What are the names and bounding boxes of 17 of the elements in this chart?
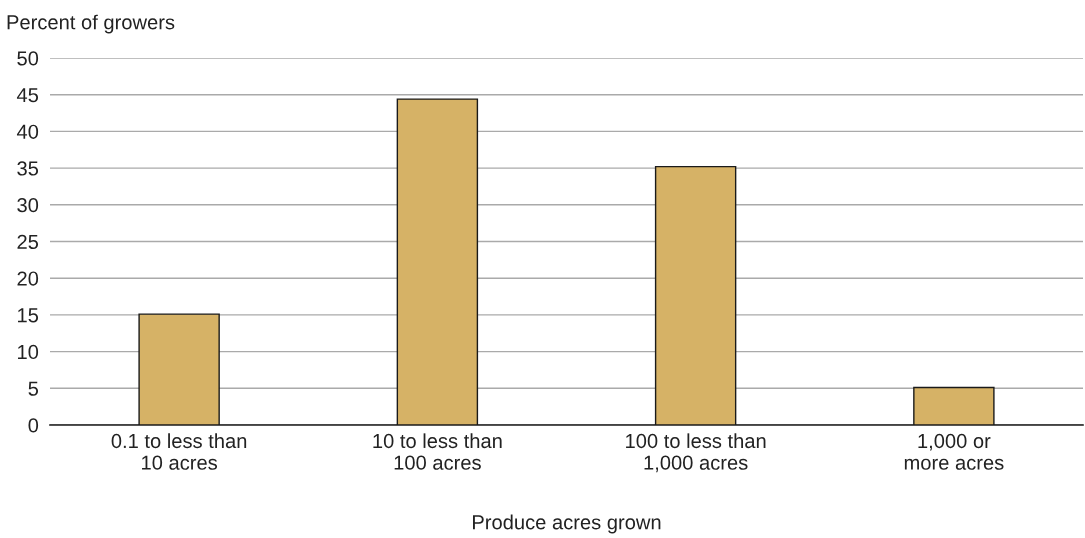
y-axis-title: Percent of growers (7, 14, 175, 34)
y-tick-label: 35 (17, 161, 39, 176)
y-tick-label: 30 (17, 198, 39, 213)
x-tick-label: 10 to less than 100 acres (373, 433, 502, 470)
y-tick-label: 50 (17, 51, 39, 66)
y-tick-label: 25 (17, 234, 39, 249)
x-axis-title: Produce acres grown (473, 514, 661, 534)
x-tick-label: 0.1 to less than 10 acres (111, 433, 247, 470)
y-tick-label: 15 (18, 308, 39, 323)
y-tick-label: 5 (28, 381, 39, 396)
y-tick-label: 20 (17, 271, 39, 286)
y-tick-label: 40 (16, 124, 39, 139)
x-tick-label: 1,000 or more acres (904, 433, 1004, 470)
y-tick-label: 0 (28, 418, 39, 433)
y-tick-label: 10 (18, 344, 39, 360)
y-tick-label: 45 (16, 88, 39, 103)
x-tick-label: 100 to less than 1,000 acres (626, 433, 766, 473)
